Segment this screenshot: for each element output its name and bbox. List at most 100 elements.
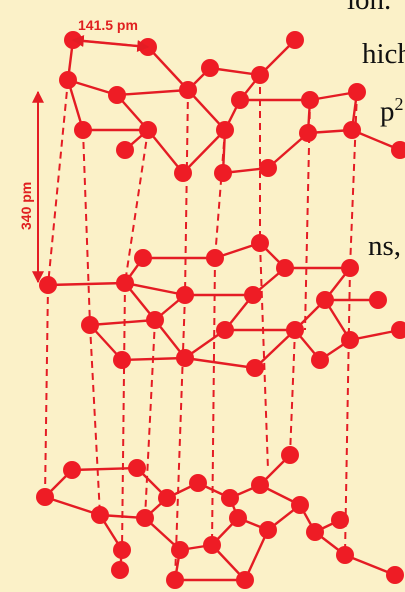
interlayer-dashed-line (184, 89, 189, 296)
interlayer-dashed-line (44, 284, 49, 498)
carbon-atom (343, 121, 361, 139)
carbon-atom (286, 31, 304, 49)
carbon-atom (231, 91, 249, 109)
carbon-atom (236, 571, 254, 589)
carbon-atom (201, 59, 219, 77)
carbon-bond (89, 318, 156, 327)
carbon-atom (216, 121, 234, 139)
carbon-bond (254, 329, 296, 369)
carbon-bond (182, 129, 226, 174)
carbon-atom (206, 249, 224, 267)
carbon-atom (39, 276, 57, 294)
carbon-atom (244, 286, 262, 304)
carbon-bond (124, 281, 186, 297)
carbon-atom (216, 321, 234, 339)
carbon-atom (221, 489, 239, 507)
carbon-atom (301, 91, 319, 109)
carbon-atom (63, 461, 81, 479)
carbon-bond (184, 356, 256, 370)
interlayer-dashed-line (89, 324, 101, 516)
carbon-bond (121, 356, 186, 362)
interlayer-dashed-line (144, 319, 156, 519)
carbon-atom (174, 164, 192, 182)
bond-length-dimension: 141.5 pm (71, 17, 150, 52)
carbon-atom (91, 506, 109, 524)
carbon-atom (113, 351, 131, 369)
clipped-text-line2-sup: 2 (394, 94, 404, 114)
carbon-atom (116, 141, 134, 159)
carbon-atom (158, 489, 176, 507)
interlayer-dashed-line (47, 79, 69, 286)
bond-length-label: 141.5 pm (78, 17, 138, 33)
carbon-atom (306, 523, 324, 541)
interlayer-dashed-line (174, 294, 186, 581)
carbon-atom (214, 164, 232, 182)
clipped-text-line3: ns, (368, 230, 402, 262)
carbon-atom (286, 321, 304, 339)
clipped-text-line2-p: p (380, 95, 395, 128)
carbon-atom (331, 511, 349, 529)
carbon-bond (147, 46, 189, 91)
interlayer-lines (44, 75, 358, 581)
carbon-atom (111, 561, 129, 579)
carbon-atom (251, 66, 269, 84)
carbon-atom (391, 321, 405, 339)
interlayer-dashed-line (349, 91, 358, 269)
carbon-atom (341, 259, 359, 277)
carbon-atom (116, 274, 134, 292)
carbon-atom (136, 509, 154, 527)
carbon-atom (171, 541, 189, 559)
carbon-atom (386, 566, 404, 584)
carbon-atom (251, 234, 269, 252)
carbon-atom (203, 536, 221, 554)
carbon-atom (246, 359, 264, 377)
carbon-atom (291, 496, 309, 514)
carbon-atom (341, 331, 359, 349)
carbon-atom (259, 159, 277, 177)
carbon-atom (176, 349, 194, 367)
carbon-bond (243, 529, 270, 581)
carbon-bond (116, 88, 189, 97)
carbon-bond (47, 281, 126, 287)
carbon-atom (146, 311, 164, 329)
carbon-atom (369, 291, 387, 309)
carbon-atom (166, 571, 184, 589)
carbon-atom (59, 71, 77, 89)
carbon-atom (128, 459, 146, 477)
interlayer-dashed-line (259, 242, 269, 471)
carbon-atom (179, 81, 197, 99)
clipped-text-line1: hich (362, 38, 405, 70)
carbon-atom (299, 124, 317, 142)
interlayer-dashed-line (82, 129, 91, 326)
carbon-atom (259, 521, 277, 539)
carbon-atom (108, 86, 126, 104)
carbon-atom (134, 249, 152, 267)
layer-spacing-dimension: 340 pm (18, 90, 44, 284)
carbon-bond (44, 495, 101, 517)
carbon-atom (276, 259, 294, 277)
layer-spacing-label: 340 pm (18, 182, 34, 230)
carbon-atom (251, 476, 269, 494)
carbon-atom (316, 291, 334, 309)
carbon-atom (113, 541, 131, 559)
carbon-atom (391, 141, 405, 159)
carbon-bond (71, 466, 138, 472)
interlayer-dashed-line (344, 267, 351, 556)
carbon-atom (336, 546, 354, 564)
carbon-atom (229, 509, 247, 527)
carbon-atom (281, 446, 299, 464)
carbon-atoms (36, 31, 405, 589)
carbon-atom (348, 83, 366, 101)
carbon-atom (189, 474, 207, 492)
carbon-atom (176, 286, 194, 304)
carbon-bond (147, 129, 184, 174)
carbon-atom (139, 121, 157, 139)
carbon-atom (74, 121, 92, 139)
clipped-text-top: ion. (347, 0, 392, 16)
carbon-atom (311, 351, 329, 369)
interlayer-dashed-line (124, 129, 149, 284)
carbon-bond (187, 89, 226, 131)
clipped-text-line2: p2 (380, 95, 404, 127)
